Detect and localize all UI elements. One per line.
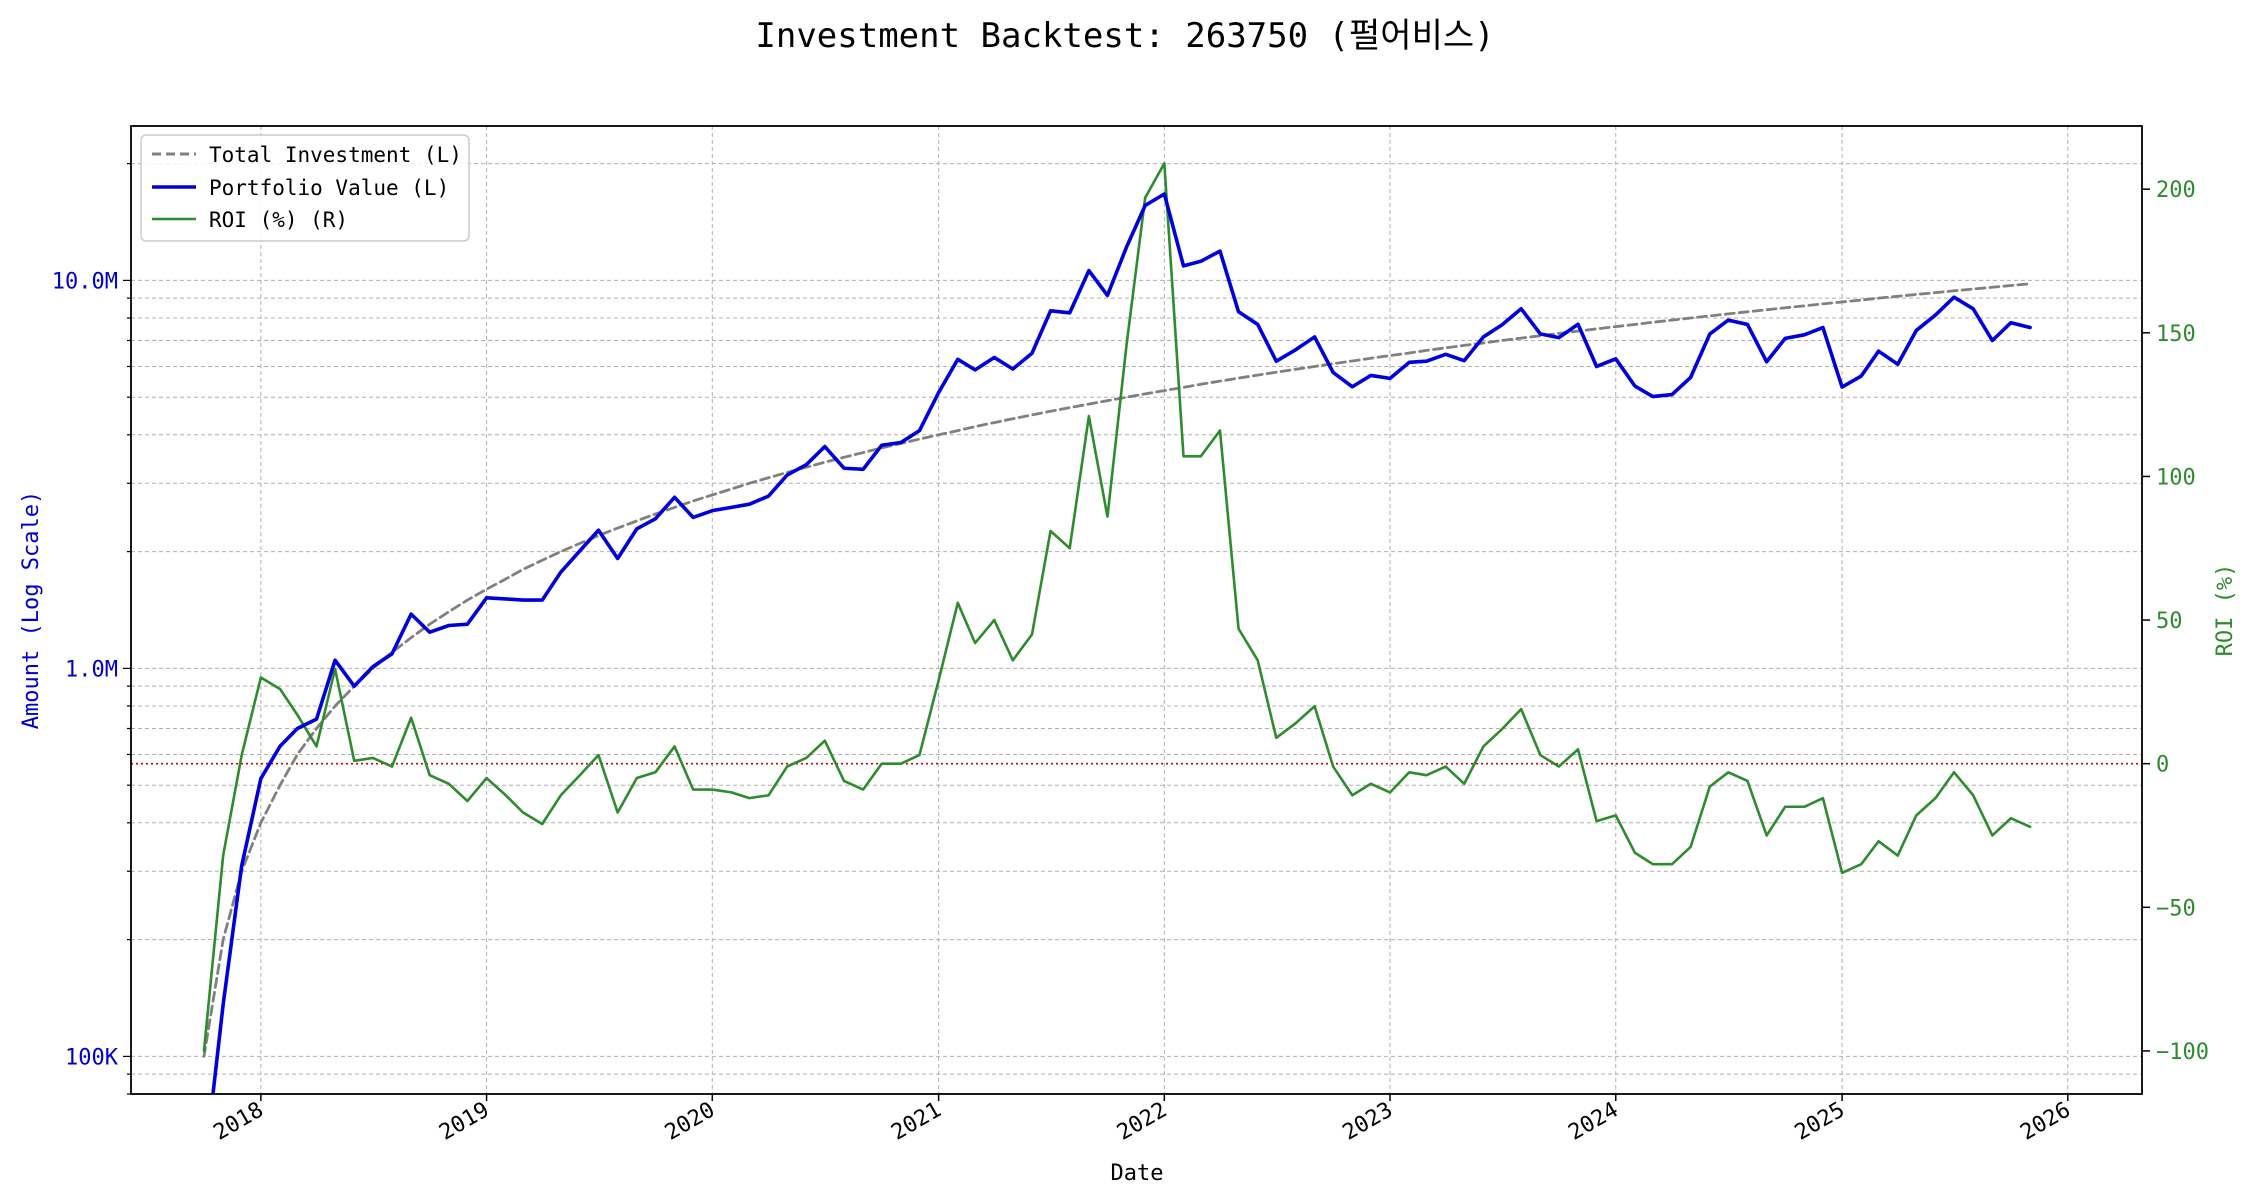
x-tick-label-2021: 2021 [887, 1098, 945, 1146]
left-axis-ticks: 100K 1.0M 10.0M [52, 163, 131, 1095]
right-tick-label-0: 0 [2156, 753, 2169, 778]
legend-label-total-investment: Total Investment (L) [209, 143, 462, 167]
legend-label-portfolio-value: Portfolio Value (L) [209, 176, 449, 200]
series-line-total-investment-l [202, 282, 2032, 1058]
right-tick-label-200: 200 [2156, 178, 2196, 203]
right-tick-label-100: 100 [2156, 465, 2196, 490]
grid-lines [131, 126, 2142, 1095]
right-axis-label: ROI (%) [2213, 564, 2238, 657]
x-tick-label-2023: 2023 [1339, 1098, 1397, 1146]
left-axis-label: Amount (Log Scale) [19, 491, 44, 729]
series-line-roi-r [202, 162, 2032, 1053]
legend-box [140, 134, 470, 242]
right-tick-label-150: 150 [2156, 322, 2196, 347]
series-line-portfolio-value-l [211, 192, 2032, 1094]
series-layer [202, 162, 2032, 1094]
right-axis-ticks: −100 −50 0 50 100 150 200 [2142, 178, 2209, 1065]
chart-title: Investment Backtest: 263750 (펄어비스) [755, 16, 1494, 56]
left-tick-label-1.0M: 1.0M [65, 657, 118, 682]
right-tick-label--100: −100 [2156, 1040, 2209, 1065]
x-axis-ticks: 2018 2019 2020 2021 2022 2023 2024 2025 2026 [209, 1094, 2075, 1146]
left-tick-label-100K: 100K [65, 1045, 119, 1070]
x-tick-label-2018: 2018 [209, 1098, 267, 1146]
legend-label-roi: ROI (%) (R) [209, 208, 348, 232]
x-tick-label-2019: 2019 [435, 1098, 493, 1146]
x-tick-label-2026: 2026 [2016, 1098, 2074, 1146]
right-tick-label-50: 50 [2156, 609, 2183, 634]
x-tick-label-2022: 2022 [1113, 1098, 1171, 1146]
x-tick-label-2024: 2024 [1564, 1098, 1622, 1146]
plot-frame [130, 125, 2143, 1095]
legend: Total Investment (L) Portfolio Value (L)… [140, 134, 470, 242]
right-tick-label--50: −50 [2156, 896, 2196, 921]
x-tick-label-2025: 2025 [1791, 1098, 1849, 1146]
x-axis-label: Date [1111, 1161, 1164, 1186]
x-tick-label-2020: 2020 [661, 1098, 719, 1146]
left-tick-label-10.0M: 10.0M [52, 269, 118, 294]
